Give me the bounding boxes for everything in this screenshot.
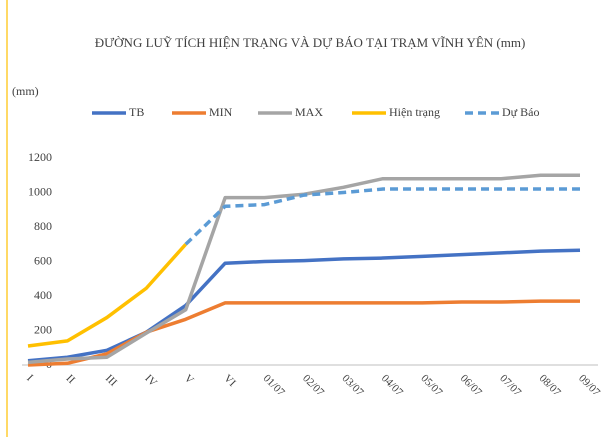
y-tick-label: 200 <box>34 322 52 336</box>
y-tick-label: 600 <box>34 253 52 267</box>
x-tick-label: 07/07 <box>497 372 524 399</box>
y-tick-label: 400 <box>34 288 52 302</box>
legend-label: MIN <box>209 105 233 119</box>
legend-label: TB <box>129 105 144 119</box>
y-axis-label: (mm) <box>12 84 39 98</box>
series-line <box>184 187 580 246</box>
y-tick-label: 800 <box>34 219 52 233</box>
series-line <box>27 243 188 348</box>
x-tick-label: 05/07 <box>418 372 445 399</box>
series-line <box>27 173 580 365</box>
x-tick-label: II <box>64 372 78 386</box>
x-tick-label: III <box>103 372 119 388</box>
legend-label: Hiện trạng <box>389 105 440 119</box>
y-tick-label: 1000 <box>28 184 52 198</box>
x-tick-label: 09/07 <box>576 372 603 399</box>
chart-title: ĐƯỜNG LUỸ TÍCH HIỆN TRẠNG VÀ DỰ BÁO TẠI … <box>95 35 526 50</box>
x-tick-label: 01/07 <box>261 372 288 399</box>
x-tick-label: IV <box>142 372 159 389</box>
x-tick-label: V <box>182 372 196 386</box>
x-tick-label: I <box>24 372 35 383</box>
x-tick-label: 08/07 <box>537 372 564 399</box>
x-tick-label: 06/07 <box>458 372 485 399</box>
y-tick-label: 1200 <box>28 150 52 164</box>
x-tick-label: 03/07 <box>340 372 367 399</box>
legend-label: MAX <box>295 105 323 119</box>
x-tick-label: 04/07 <box>379 372 406 399</box>
series-line <box>27 299 580 367</box>
legend-label: Dự Báo <box>502 105 540 119</box>
x-tick-label: 02/07 <box>300 372 327 399</box>
x-tick-label: VI <box>221 372 238 389</box>
series-line <box>27 248 581 363</box>
